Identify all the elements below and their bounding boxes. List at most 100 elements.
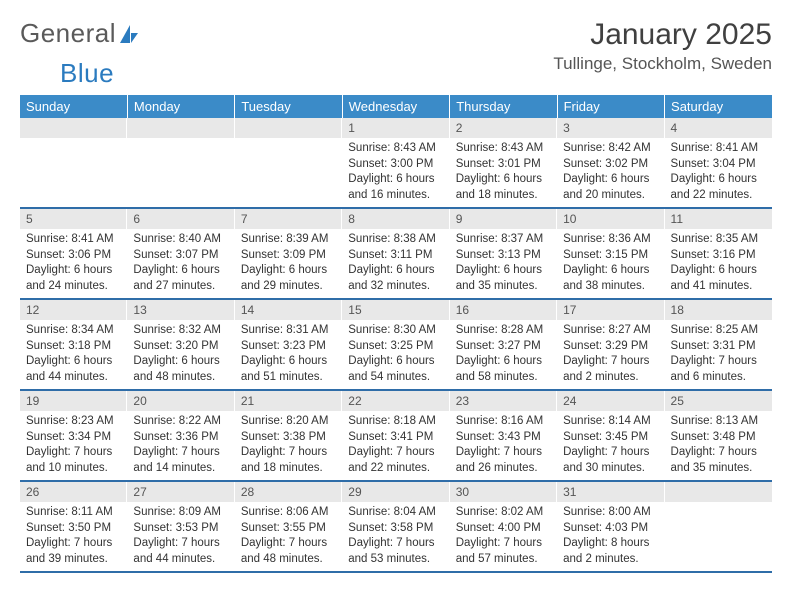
sunrise-line: Sunrise: 8:20 AM: [241, 415, 329, 427]
date-number: 2: [450, 118, 557, 138]
day-info: Sunrise: 8:02 AMSunset: 4:00 PMDaylight:…: [450, 502, 557, 571]
date-number: 21: [235, 391, 342, 411]
date-number: 22: [342, 391, 449, 411]
weekday-thursday: Thursday: [450, 95, 557, 118]
day-info: Sunrise: 8:11 AMSunset: 3:50 PMDaylight:…: [20, 502, 127, 571]
date-number: 30: [450, 482, 557, 502]
sunrise-line: Sunrise: 8:39 AM: [241, 233, 329, 245]
day-cell: 14Sunrise: 8:31 AMSunset: 3:23 PMDayligh…: [235, 299, 342, 390]
daylight-line: Daylight: 6 hours and 44 minutes.: [26, 355, 112, 383]
day-info: Sunrise: 8:31 AMSunset: 3:23 PMDaylight:…: [235, 320, 342, 389]
date-number: 8: [342, 209, 449, 229]
day-cell: 7 Sunrise: 8:39 AM Sunset: 3:09 PM Daylight…: [235, 208, 342, 299]
weekday-sunday: Sunday: [20, 95, 127, 118]
daylight-line: Daylight: 7 hours and 53 minutes.: [348, 537, 434, 565]
day-info: Sunrise: 8:14 AMSunset: 3:45 PMDaylight:…: [557, 411, 664, 480]
day-cell: 9Sunrise: 8:37 AMSunset: 3:13 PMDaylight…: [450, 208, 557, 299]
day-cell: 22Sunrise: 8:18 AMSunset: 3:41 PMDayligh…: [342, 390, 449, 481]
sunset-line: Sunset: 3:20 PM: [133, 340, 218, 352]
day-cell: 12Sunrise: 8:34 AMSunset: 3:18 PMDayligh…: [20, 299, 127, 390]
day-info: [127, 138, 234, 196]
daylight-line: Daylight: 6 hours and 29 minutes.: [241, 264, 327, 292]
day-info: Sunrise: 8:30 AMSunset: 3:25 PMDaylight:…: [342, 320, 449, 389]
day-info: Sunrise: 8:41 AMSunset: 3:06 PMDaylight:…: [20, 229, 127, 298]
sunrise-line: Sunrise: 8:06 AM: [241, 506, 329, 518]
day-cell: 23Sunrise: 8:16 AMSunset: 3:43 PMDayligh…: [450, 390, 557, 481]
sunset-line: Sunset: 3:09 PM: [241, 249, 326, 261]
sunrise-line: Sunrise: 8:43 AM: [348, 142, 436, 154]
sunset-line: Sunset: 3:36 PM: [133, 431, 218, 443]
daylight-line: Daylight: 6 hours and 27 minutes.: [133, 264, 219, 292]
date-number: 3: [557, 118, 664, 138]
date-number: [127, 118, 234, 138]
brand-part2: Blue: [60, 58, 114, 89]
sunset-line: Sunset: 3:29 PM: [563, 340, 648, 352]
day-info: Sunrise: 8:34 AM Sunset: 3:18 PM Daylight:…: [20, 320, 127, 389]
date-number: 7: [235, 209, 342, 229]
sail-icon: [118, 23, 140, 45]
weekday-friday: Friday: [557, 95, 664, 118]
sunrise-line: Sunrise: 8:16 AM: [456, 415, 544, 427]
weekday-saturday: Saturday: [665, 95, 772, 118]
day-cell: 21Sunrise: 8:20 AMSunset: 3:38 PMDayligh…: [235, 390, 342, 481]
daylight-line: Daylight: 7 hours and 14 minutes.: [133, 446, 219, 474]
sunset-line: Sunset: 3:55 PM: [241, 522, 326, 534]
date-number: [235, 118, 342, 138]
sunset-line: Sunset: 3:27 PM: [456, 340, 541, 352]
sunset-line: Sunset: 4:00 PM: [456, 522, 541, 534]
date-number: 16: [450, 300, 557, 320]
day-cell: 4Sunrise: 8:41 AMSunset: 3:04 PMDaylight…: [665, 118, 772, 208]
day-info: Sunrise: 8:25 AMSunset: 3:31 PMDaylight:…: [665, 320, 772, 389]
sunrise-line: Sunrise: 8:02 AM: [456, 506, 544, 518]
empty-cell: [665, 481, 772, 572]
day-info: Sunrise: 8:32 AMSunset: 3:20 PMDaylight:…: [127, 320, 234, 389]
date-number: 9: [450, 209, 557, 229]
day-info: Sunrise: 8:40 AMSunset: 3:07 PMDaylight:…: [127, 229, 234, 298]
daylight-line: Daylight: 8 hours and 2 minutes.: [563, 537, 649, 565]
day-info: Sunrise: 8:42 AMSunset: 3:02 PMDaylight:…: [557, 138, 664, 207]
sunset-line: Sunset: 3:45 PM: [563, 431, 648, 443]
day-info: Sunrise: 8:35 AMSunset: 3:16 PMDaylight:…: [665, 229, 772, 298]
day-info: Sunrise: 8:16 AMSunset: 3:43 PMDaylight:…: [450, 411, 557, 480]
day-cell: 24Sunrise: 8:14 AMSunset: 3:45 PMDayligh…: [557, 390, 664, 481]
daylight-line: Daylight: 7 hours and 48 minutes.: [241, 537, 327, 565]
daylight-line: Daylight: 6 hours and 54 minutes.: [348, 355, 434, 383]
date-number: 20: [127, 391, 234, 411]
date-number: 14: [235, 300, 342, 320]
weekday-wednesday: Wednesday: [342, 95, 449, 118]
date-number: 5: [20, 209, 127, 229]
sunrise-line: Sunrise: 8:34 AM: [26, 324, 114, 336]
day-info: Sunrise: 8:37 AMSunset: 3:13 PMDaylight:…: [450, 229, 557, 298]
date-number: 23: [450, 391, 557, 411]
daylight-line: Daylight: 6 hours and 58 minutes.: [456, 355, 542, 383]
day-info: Sunrise: 8:43 AMSunset: 3:00 PMDaylight:…: [342, 138, 449, 207]
date-number: 10: [557, 209, 664, 229]
sunset-line: Sunset: 3:15 PM: [563, 249, 648, 261]
daylight-line: Daylight: 6 hours and 38 minutes.: [563, 264, 649, 292]
sunset-line: Sunset: 3:58 PM: [348, 522, 433, 534]
date-number: 6: [127, 209, 234, 229]
day-info: [20, 138, 127, 196]
sunset-line: Sunset: 3:18 PM: [26, 340, 111, 352]
sunset-line: Sunset: 3:23 PM: [241, 340, 326, 352]
day-info: Sunrise: 8:23 AMSunset: 3:34 PMDaylight:…: [20, 411, 127, 480]
daylight-line: Daylight: 7 hours and 10 minutes.: [26, 446, 112, 474]
sunset-line: Sunset: 3:43 PM: [456, 431, 541, 443]
day-info: Sunrise: 8:04 AM Sunset: 3:58 PM Daylight:…: [342, 502, 449, 571]
day-info: [665, 502, 772, 560]
sunrise-line: Sunrise: 8:13 AM: [671, 415, 759, 427]
location: Tullinge, Stockholm, Sweden: [553, 54, 772, 74]
day-info: Sunrise: 8:22 AMSunset: 3:36 PMDaylight:…: [127, 411, 234, 480]
day-cell: 27Sunrise: 8:09 AMSunset: 3:53 PMDayligh…: [127, 481, 234, 572]
daylight-line: Daylight: 6 hours and 32 minutes.: [348, 264, 434, 292]
sunrise-line: Sunrise: 8:04 AM: [348, 506, 436, 518]
month-title: January 2025: [553, 18, 772, 52]
date-number: 27: [127, 482, 234, 502]
date-number: 17: [557, 300, 664, 320]
daylight-line: Daylight: 7 hours and 2 minutes.: [563, 355, 649, 383]
day-info: Sunrise: 8:43 AMSunset: 3:01 PMDaylight:…: [450, 138, 557, 207]
empty-cell: [127, 118, 234, 208]
sunset-line: Sunset: 3:34 PM: [26, 431, 111, 443]
day-cell: 20Sunrise: 8:22 AMSunset: 3:36 PMDayligh…: [127, 390, 234, 481]
sunrise-line: Sunrise: 8:41 AM: [26, 233, 114, 245]
